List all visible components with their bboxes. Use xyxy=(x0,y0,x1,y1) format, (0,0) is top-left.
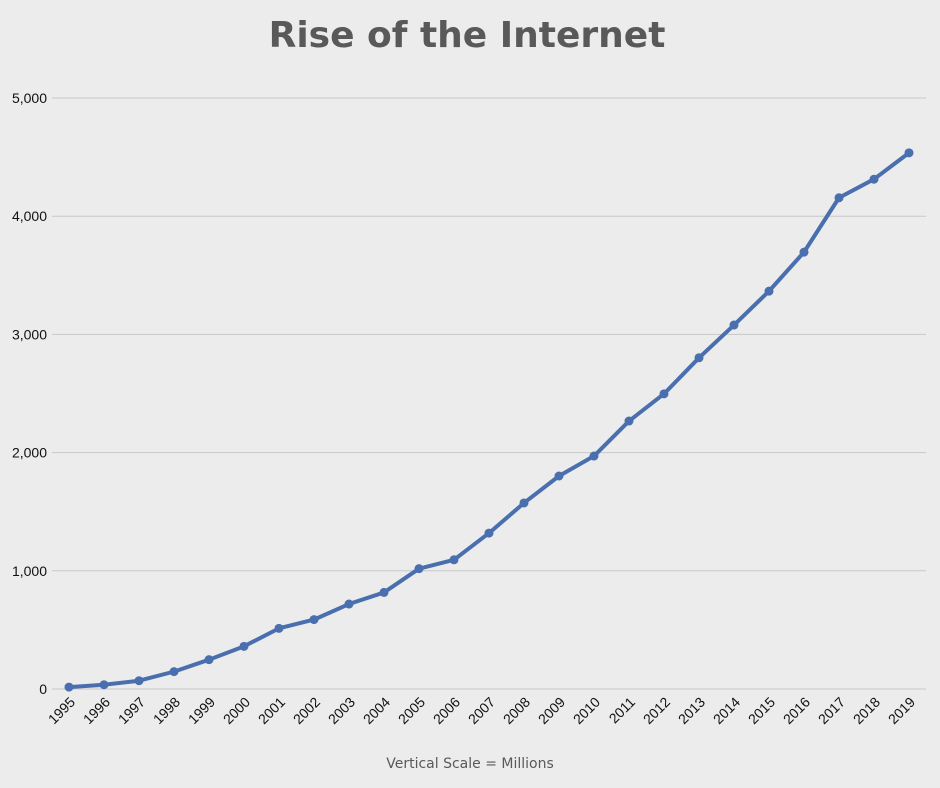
data-point-2009 xyxy=(554,471,564,481)
data-point-2000 xyxy=(239,641,249,651)
x-tick-label: 2018 xyxy=(850,694,883,727)
x-axis: 1995 1996 1997 1998 1999 2000 2001 2002 2003 2004… xyxy=(45,694,918,727)
data-point-2005 xyxy=(414,564,424,574)
x-tick-label: 2009 xyxy=(535,694,568,727)
gridlines xyxy=(52,97,926,690)
x-tick-label: 2013 xyxy=(675,694,708,727)
data-point-2013 xyxy=(694,353,704,363)
data-point-1997 xyxy=(134,676,144,686)
data-point-1995 xyxy=(64,682,74,692)
y-tick-label: 1,000 xyxy=(12,563,47,579)
x-tick-label: 2002 xyxy=(290,694,323,727)
x-tick-label: 2008 xyxy=(500,694,533,727)
y-tick-label: 5,000 xyxy=(12,90,47,106)
data-point-2011 xyxy=(624,416,634,426)
data-point-2004 xyxy=(379,587,389,597)
x-tick-label: 2017 xyxy=(815,694,848,727)
data-point-2016 xyxy=(799,247,809,257)
x-tick-label: 1997 xyxy=(115,694,148,727)
y-tick-label: 3,000 xyxy=(12,326,47,342)
series-line xyxy=(67,150,911,690)
x-tick-label: 2019 xyxy=(885,694,918,727)
y-axis: 0 1,000 2,000 3,000 4,000 5,000 xyxy=(12,90,47,697)
x-tick-label: 2000 xyxy=(220,694,253,727)
data-point-1998 xyxy=(169,667,179,677)
x-tick-label: 2015 xyxy=(745,694,778,727)
x-tick-label: 1998 xyxy=(150,694,183,727)
x-tick-label: 2014 xyxy=(710,694,743,727)
data-point-2010 xyxy=(589,451,599,461)
x-tick-label: 2001 xyxy=(255,694,288,727)
data-point-2006 xyxy=(449,555,459,565)
data-point-2018 xyxy=(869,174,879,184)
x-tick-label: 2010 xyxy=(570,694,603,727)
data-point-2012 xyxy=(659,389,669,399)
data-point-2002 xyxy=(309,615,319,625)
vertical-scale-caption: Vertical Scale = Millions xyxy=(386,756,554,772)
x-tick-label: 1999 xyxy=(185,694,218,727)
x-tick-label: 2003 xyxy=(325,694,358,727)
y-tick-label: 0 xyxy=(39,681,47,697)
x-tick-label: 1996 xyxy=(80,694,113,727)
x-tick-label: 2006 xyxy=(430,694,463,727)
x-tick-label: 2012 xyxy=(640,694,673,727)
data-point-2014 xyxy=(729,320,739,330)
data-point-2001 xyxy=(274,623,284,633)
x-tick-label: 2005 xyxy=(395,694,428,727)
x-tick-label: 2016 xyxy=(780,694,813,727)
x-tick-label: 2011 xyxy=(606,694,639,727)
data-point-2003 xyxy=(344,599,354,609)
chart-title: Rise of the Internet xyxy=(269,15,666,56)
x-tick-label: 2004 xyxy=(360,694,393,727)
y-tick-label: 2,000 xyxy=(12,445,47,461)
y-tick-label: 4,000 xyxy=(12,208,47,224)
x-tick-label: 2007 xyxy=(465,694,498,727)
data-point-2015 xyxy=(764,286,774,296)
data-point-2017 xyxy=(834,193,844,203)
data-point-2008 xyxy=(519,498,529,508)
x-tick-label: 1995 xyxy=(45,694,78,727)
data-point-2019 xyxy=(904,148,914,158)
data-point-1996 xyxy=(99,680,109,690)
series-internet-users xyxy=(64,148,914,692)
data-point-2007 xyxy=(484,528,494,538)
data-point-1999 xyxy=(204,655,214,665)
